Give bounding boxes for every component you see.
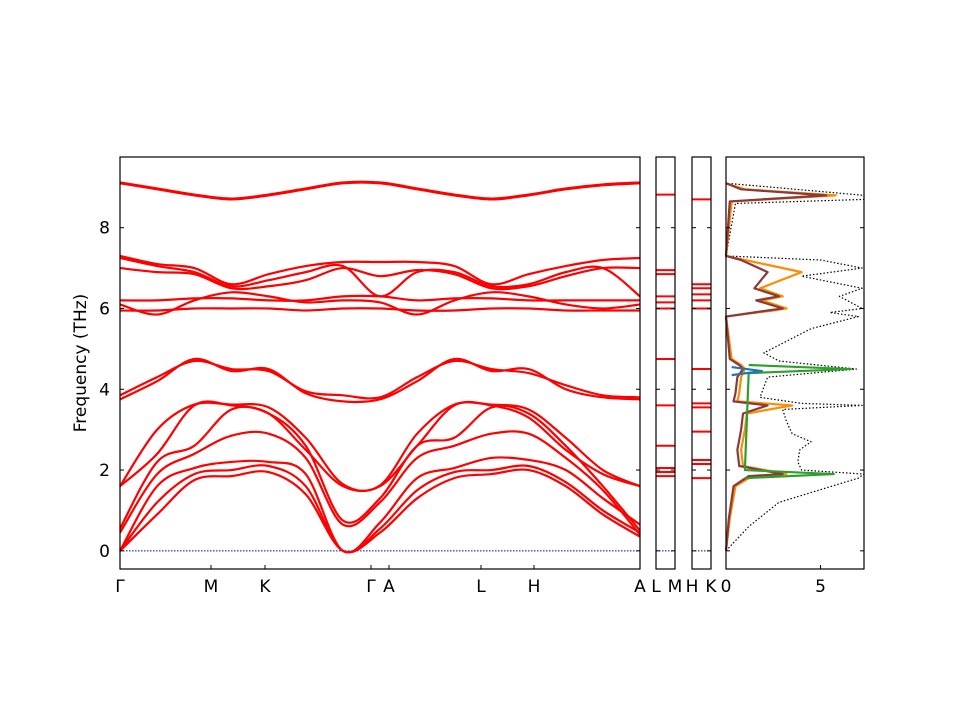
band-line-14 [119, 254, 641, 286]
band-line-1 [119, 468, 641, 554]
dos-x-tick-label: 5 [815, 577, 826, 597]
lm-segment-area [656, 193, 675, 552]
band-panel-frame [119, 156, 641, 570]
dos-curve-1 [725, 182, 865, 552]
x-tick-label: H [528, 577, 541, 597]
y-tick-label: 6 [99, 299, 110, 319]
x-tick-label: Γ [366, 577, 376, 597]
band-line-7 [119, 401, 641, 493]
band-line-2 [119, 464, 641, 554]
dos-panel-frame [725, 156, 865, 570]
y-tick-label: 8 [99, 219, 110, 239]
band-line-3 [119, 456, 641, 554]
x-tick-label: A [383, 577, 395, 597]
x-tick-label: K [259, 577, 271, 597]
y-tick-label: 0 [99, 542, 110, 562]
x-tick-label: L [476, 577, 486, 597]
y-axis-label: Frequency (THz) [71, 294, 91, 433]
x-tick-label: M [668, 577, 683, 597]
y-tick-label: 4 [99, 380, 110, 400]
band-line-16 [119, 181, 641, 201]
band-plot-area [119, 180, 641, 554]
band-line-9 [119, 359, 641, 400]
dos-curve-5 [731, 365, 764, 377]
band-line-5 [119, 404, 641, 532]
axes-frames [119, 156, 865, 570]
dos-curve-4 [743, 363, 852, 480]
x-tick-label: M [204, 577, 219, 597]
band-line-4 [119, 430, 641, 536]
dos-x-tick-label: 0 [721, 577, 732, 597]
band-line-17 [119, 180, 641, 200]
band-line-8 [119, 357, 641, 404]
band-line-13 [119, 256, 641, 298]
dos-curve-3 [724, 182, 828, 551]
hk-panel-frame [691, 156, 712, 570]
x-tick-label: K [705, 577, 717, 597]
dos-plot-area [724, 182, 865, 552]
x-tick-label: A [634, 577, 646, 597]
x-tick-label: Γ [115, 577, 125, 597]
hk-segment-area [692, 198, 711, 552]
lm-panel-frame [655, 156, 676, 570]
band-line-10 [119, 307, 640, 312]
y-tick-label: 2 [99, 461, 110, 481]
x-tick-label: L [651, 577, 661, 597]
band-line-15 [119, 266, 641, 291]
x-tick-label: H [686, 577, 699, 597]
